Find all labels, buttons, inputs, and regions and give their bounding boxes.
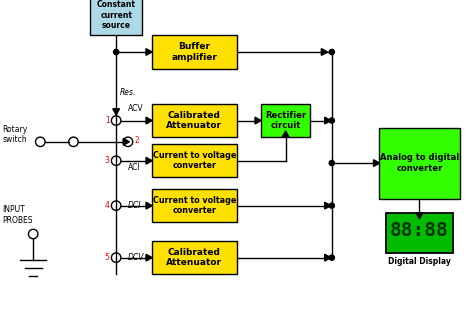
- Bar: [261, 104, 310, 137]
- Circle shape: [329, 160, 335, 166]
- Bar: [152, 144, 237, 177]
- Polygon shape: [146, 254, 152, 261]
- Text: 4: 4: [105, 201, 109, 210]
- Polygon shape: [146, 157, 152, 164]
- Polygon shape: [146, 117, 152, 124]
- Text: DCV: DCV: [128, 253, 145, 262]
- Text: Buffer
amplifier: Buffer amplifier: [172, 42, 217, 62]
- Polygon shape: [123, 139, 129, 145]
- Polygon shape: [374, 160, 380, 167]
- Text: Rectifier
circuit: Rectifier circuit: [265, 111, 306, 130]
- Text: 88:88: 88:88: [390, 221, 449, 240]
- Text: Analog to digital
converter: Analog to digital converter: [380, 154, 459, 173]
- Circle shape: [329, 255, 335, 260]
- Polygon shape: [255, 117, 261, 124]
- Circle shape: [329, 49, 335, 55]
- Text: Rotary
switch: Rotary switch: [2, 125, 27, 144]
- Text: 3: 3: [105, 156, 109, 165]
- Bar: [90, 0, 142, 36]
- Polygon shape: [113, 109, 119, 115]
- Circle shape: [329, 203, 335, 208]
- Bar: [386, 213, 453, 253]
- Circle shape: [329, 118, 335, 123]
- Text: INPUT
PROBES: INPUT PROBES: [2, 205, 33, 225]
- Text: Calibrated
Attenuator: Calibrated Attenuator: [166, 111, 222, 130]
- Bar: [379, 128, 460, 198]
- Polygon shape: [146, 49, 152, 56]
- Text: 2: 2: [135, 136, 139, 145]
- Polygon shape: [325, 254, 331, 261]
- Polygon shape: [325, 117, 331, 124]
- Bar: [152, 36, 237, 69]
- Text: 1: 1: [105, 116, 109, 125]
- Text: Constant
current
source: Constant current source: [97, 0, 136, 30]
- Polygon shape: [416, 213, 423, 219]
- Polygon shape: [282, 131, 289, 137]
- Bar: [152, 104, 237, 137]
- Text: Current to voltage
converter: Current to voltage converter: [153, 196, 236, 215]
- Text: Calibrated
Attenuator: Calibrated Attenuator: [166, 248, 222, 267]
- Polygon shape: [325, 202, 331, 209]
- Bar: [152, 189, 237, 222]
- Text: 5: 5: [105, 253, 109, 262]
- Circle shape: [114, 49, 118, 55]
- Text: Current to voltage
converter: Current to voltage converter: [153, 151, 236, 170]
- Text: ACV: ACV: [128, 105, 144, 114]
- Polygon shape: [321, 49, 328, 56]
- Bar: [152, 241, 237, 274]
- Polygon shape: [146, 202, 152, 209]
- Text: Res.: Res.: [120, 88, 137, 97]
- Text: Digital Display: Digital Display: [388, 257, 451, 266]
- Text: ACI: ACI: [128, 163, 141, 172]
- Text: DCI: DCI: [128, 201, 141, 210]
